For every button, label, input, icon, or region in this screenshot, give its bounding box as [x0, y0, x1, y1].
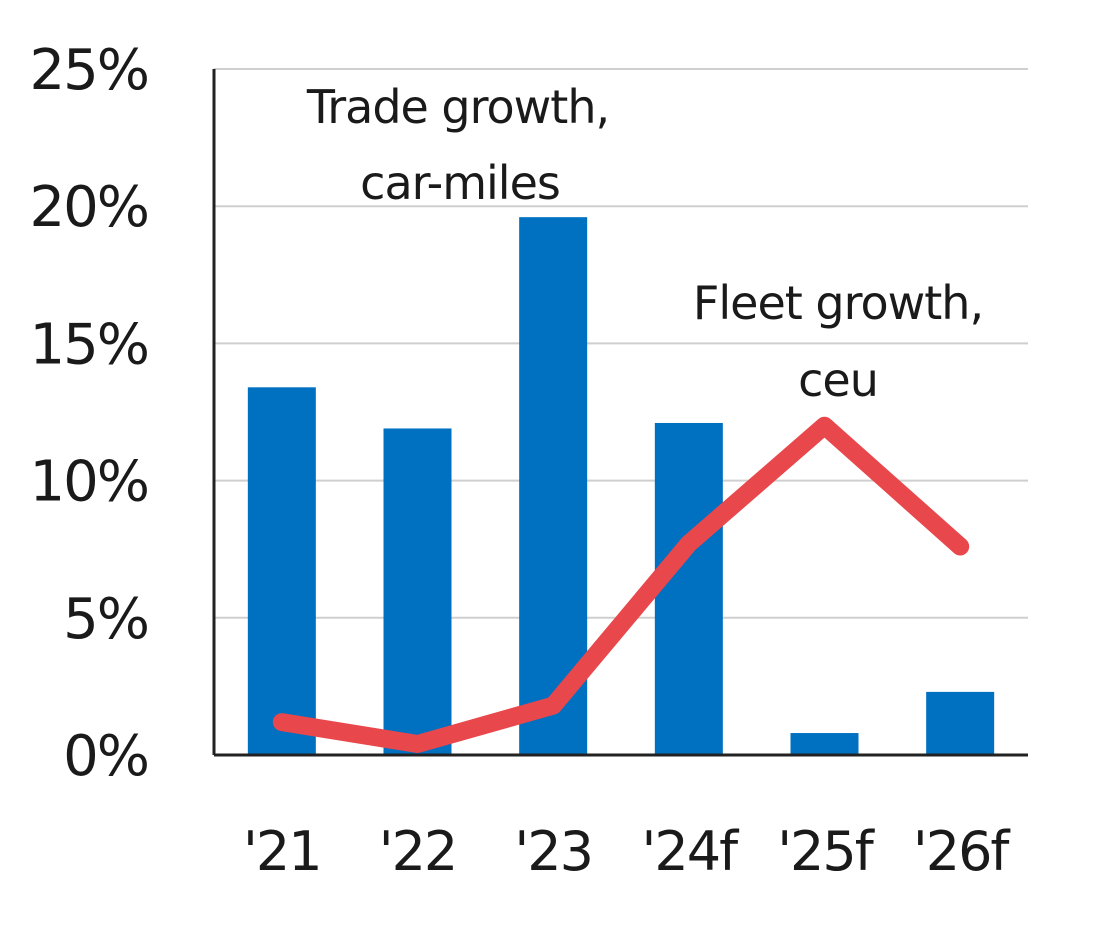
y-tick-label: 5%	[63, 587, 148, 652]
fleet-annotation-line1: Fleet growth,	[693, 276, 983, 330]
gridlines	[214, 68, 1028, 619]
trade-bar	[926, 691, 995, 755]
trade-bar	[247, 387, 316, 755]
axes	[212, 69, 1028, 757]
x-tick-label: '21	[243, 820, 321, 883]
y-tick-label: 0%	[63, 724, 148, 789]
trade-annotation-line2: car-miles	[360, 156, 560, 210]
fleet-line-path	[272, 416, 970, 753]
x-tick-label: '24f	[642, 820, 741, 883]
y-tick-label: 10%	[30, 450, 148, 515]
fleet-annotation-line2: ceu	[798, 353, 878, 407]
trade-annotation-line1: Trade growth,	[306, 80, 609, 134]
x-tick-label: '22	[379, 820, 457, 883]
y-tick-label: 15%	[30, 312, 148, 377]
x-tick-label: '23	[514, 820, 592, 883]
x-tick-label: '26f	[913, 820, 1012, 883]
y-tick-labels: 0% 5% 10% 15% 20% 25%	[30, 38, 150, 789]
trade-bar	[383, 428, 452, 755]
trade-bar	[790, 733, 859, 755]
y-tick-label: 20%	[30, 175, 148, 240]
x-tick-label: '25f	[777, 820, 876, 883]
annotations: Trade growth, car-miles Fleet growth, ce…	[306, 80, 984, 407]
y-tick-label: 25%	[30, 38, 148, 103]
fleet-line	[272, 416, 970, 753]
x-tick-labels: '21 '22 '23 '24f '25f '26f	[243, 820, 1013, 883]
trade-bar	[654, 422, 723, 755]
